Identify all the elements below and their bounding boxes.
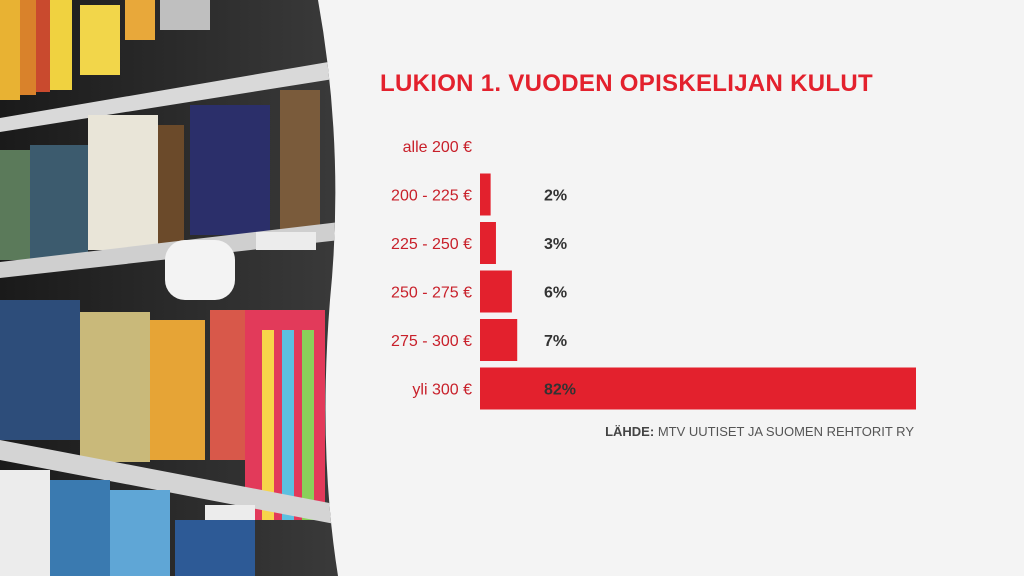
bar-chart: alle 200 € 200 - 225 € 2% 225 - 250 € 3% 250 … <box>391 139 916 410</box>
source-label: LÄHDE: <box>605 424 655 439</box>
category-label: yli 300 € <box>412 382 472 399</box>
bookshelf-photo <box>0 0 340 576</box>
bookshelf-illustration <box>0 0 338 576</box>
bar <box>480 319 518 361</box>
category-label: alle 200 € <box>403 139 472 156</box>
value-label: 82% <box>544 382 576 399</box>
category-label: 275 - 300 € <box>391 333 472 350</box>
chart-title: LUKION 1. VUODEN OPISKELIJAN KULUT <box>380 70 873 97</box>
category-label: 200 - 225 € <box>391 188 472 205</box>
bar <box>480 173 491 216</box>
value-label: 6% <box>544 285 567 302</box>
value-label: 2% <box>544 188 567 205</box>
bar <box>480 222 496 264</box>
source-note: LÄHDE: MTV UUTISET JA SUOMEN REHTORIT RY <box>605 424 914 439</box>
value-label: 7% <box>544 333 567 350</box>
bar <box>480 367 916 410</box>
category-label: 225 - 250 € <box>391 236 472 253</box>
bar <box>480 270 512 313</box>
source-text: MTV UUTISET JA SUOMEN REHTORIT RY <box>657 424 914 439</box>
category-label: 250 - 275 € <box>391 285 472 302</box>
value-label: 3% <box>544 236 567 253</box>
